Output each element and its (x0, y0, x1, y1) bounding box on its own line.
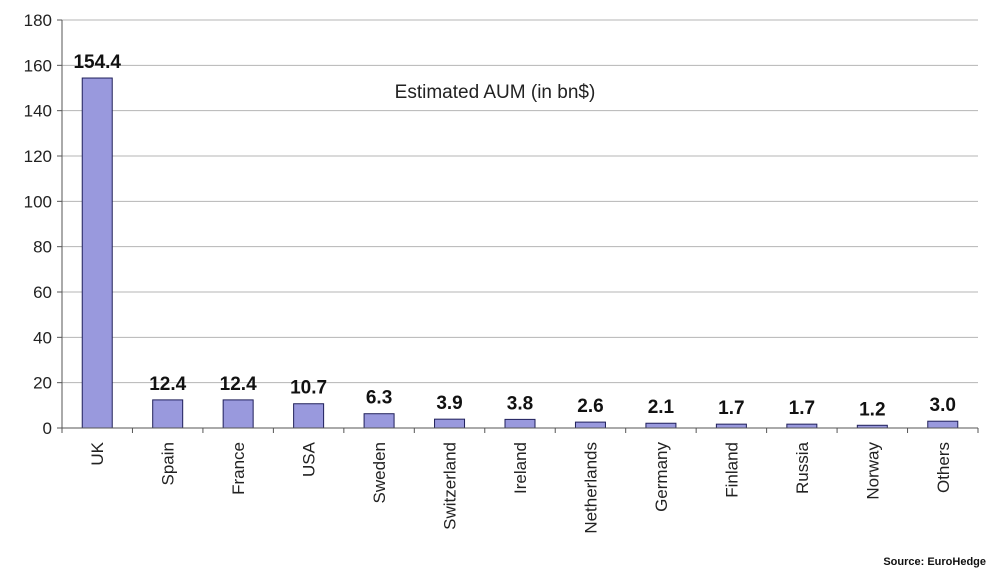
category-label: Finland (722, 442, 741, 498)
data-label: 6.3 (366, 388, 392, 409)
data-labels: 154.4 12.4 12.4 10.7 6.3 3.9 3.8 2.6 2.1 1.7 1.7 1.… (73, 52, 956, 420)
data-label: 154.4 (73, 52, 121, 73)
data-label: 3.9 (436, 393, 462, 414)
category-label: USA (300, 441, 319, 477)
category-label: Others (934, 442, 953, 493)
bar-france (222, 399, 254, 429)
bar-germany (645, 422, 677, 429)
y-tick-label: 180 (24, 11, 52, 30)
data-label: 12.4 (220, 374, 257, 395)
data-label: 3.0 (930, 395, 956, 416)
source-note: Source: EuroHedge (883, 556, 986, 568)
data-label: 2.1 (648, 397, 675, 418)
data-label: 10.7 (290, 378, 327, 399)
y-tick-label: 0 (43, 419, 52, 438)
category-label: UK (88, 441, 107, 465)
category-label: Germany (652, 442, 671, 512)
bars (81, 77, 959, 429)
bar-finland (715, 423, 747, 429)
data-label: 12.4 (149, 374, 186, 395)
bar-others (927, 420, 959, 429)
chart-title: Estimated AUM (in bn$) (395, 82, 596, 103)
bar-spain (152, 399, 184, 429)
gridlines (62, 19, 978, 384)
bar-uk (81, 77, 113, 429)
category-label: Sweden (370, 442, 389, 503)
bar-switzerland (434, 418, 466, 429)
bar-usa (293, 403, 325, 429)
bar-sweden (363, 413, 395, 429)
data-label: 1.2 (859, 399, 885, 420)
category-label: Ireland (511, 442, 530, 494)
y-tick-label: 40 (33, 328, 52, 347)
category-label: Russia (793, 441, 812, 494)
bar-russia (786, 423, 818, 429)
category-labels: UK Spain France USA Sweden Switzerland Ireland… (88, 441, 953, 533)
y-tick-label: 20 (33, 374, 52, 393)
category-label: Netherlands (581, 442, 600, 534)
y-tick-label: 120 (24, 147, 52, 166)
y-tick-label: 140 (24, 102, 52, 121)
y-tick-label: 160 (24, 56, 52, 75)
category-label: France (229, 442, 248, 495)
bar-ireland (504, 418, 536, 429)
data-label: 2.6 (577, 396, 603, 417)
y-tick-label: 80 (33, 238, 52, 257)
data-label: 1.7 (718, 398, 744, 419)
data-label: 3.8 (507, 393, 533, 414)
category-label: Norway (863, 442, 882, 500)
data-label: 1.7 (789, 398, 815, 419)
y-tick-label: 60 (33, 283, 52, 302)
axes (57, 19, 979, 433)
category-label: Spain (159, 442, 178, 485)
bar-netherlands (574, 421, 606, 429)
y-tick-labels: 0 20 40 60 80 100 120 140 160 180 (24, 11, 52, 438)
category-label: Switzerland (441, 442, 460, 530)
y-tick-label: 100 (24, 192, 52, 211)
